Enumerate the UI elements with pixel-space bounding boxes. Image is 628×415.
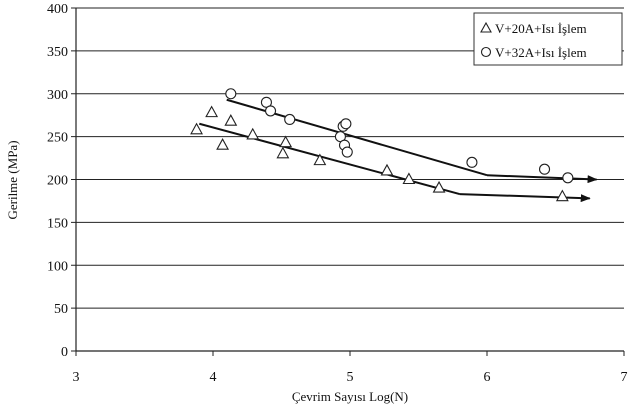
y-tick-label: 400	[47, 2, 68, 17]
legend-label-series-1: V+20A+Isı İşlem	[495, 21, 587, 36]
data-point-series-2	[225, 88, 237, 100]
y-tick-label: 100	[47, 259, 68, 274]
y-tick-label: 350	[47, 45, 68, 60]
data-point-series-1	[205, 105, 219, 118]
data-point-series-2	[562, 172, 574, 184]
axes	[71, 7, 625, 356]
fit-lines	[199, 98, 598, 203]
data-point-series-1	[432, 180, 446, 193]
data-point-series-2	[466, 156, 478, 168]
data-point-series-1	[276, 146, 290, 159]
data-markers	[190, 88, 574, 202]
y-tick-label: 0	[61, 345, 68, 360]
data-point-series-1	[279, 135, 293, 148]
data-point-series-1	[246, 127, 260, 140]
data-point-series-2	[284, 113, 296, 126]
data-point-series-1	[380, 163, 394, 176]
x-tick-label: 3	[73, 370, 80, 385]
legend-circle-icon	[480, 46, 492, 58]
runout-arrow-series-2	[486, 174, 598, 184]
data-point-series-1	[216, 138, 230, 150]
fit-line-series-1	[199, 122, 460, 196]
legend-box	[473, 12, 623, 66]
data-point-series-2	[538, 163, 551, 175]
y-tick-label: 200	[47, 174, 68, 189]
legend: V+20A+Isı İşlem V+32A+Isı İşlem	[473, 12, 623, 66]
x-axis-title: Çevrim Sayısı Log(N)	[292, 389, 408, 404]
data-point-series-1	[402, 172, 416, 185]
y-tick-label: 150	[47, 216, 68, 231]
x-tick-label: 6	[484, 370, 491, 385]
data-point-series-1	[190, 122, 203, 135]
runout-arrow-series-1	[459, 193, 591, 203]
x-tick-label: 4	[210, 370, 217, 385]
data-point-series-2	[341, 146, 353, 158]
tick-labels: 0 50 100 150 200 250 300 350 400 3 4 5 6 7	[47, 2, 628, 385]
data-point-series-1	[555, 189, 569, 202]
y-tick-label: 250	[47, 131, 68, 146]
x-tick-label: 5	[347, 370, 354, 385]
x-tick-label: 7	[621, 370, 628, 385]
y-tick-label: 50	[54, 302, 68, 317]
data-point-series-2	[340, 118, 352, 130]
data-point-series-1	[224, 114, 238, 126]
legend-triangle-icon	[480, 21, 492, 33]
grid	[76, 7, 624, 309]
y-axis-title: Gerilme (MPa)	[5, 140, 20, 219]
y-tick-label: 300	[47, 88, 68, 103]
data-point-series-2	[264, 105, 277, 117]
data-point-series-1	[313, 153, 327, 166]
legend-label-series-2: V+32A+Isı İşlem	[495, 45, 587, 60]
